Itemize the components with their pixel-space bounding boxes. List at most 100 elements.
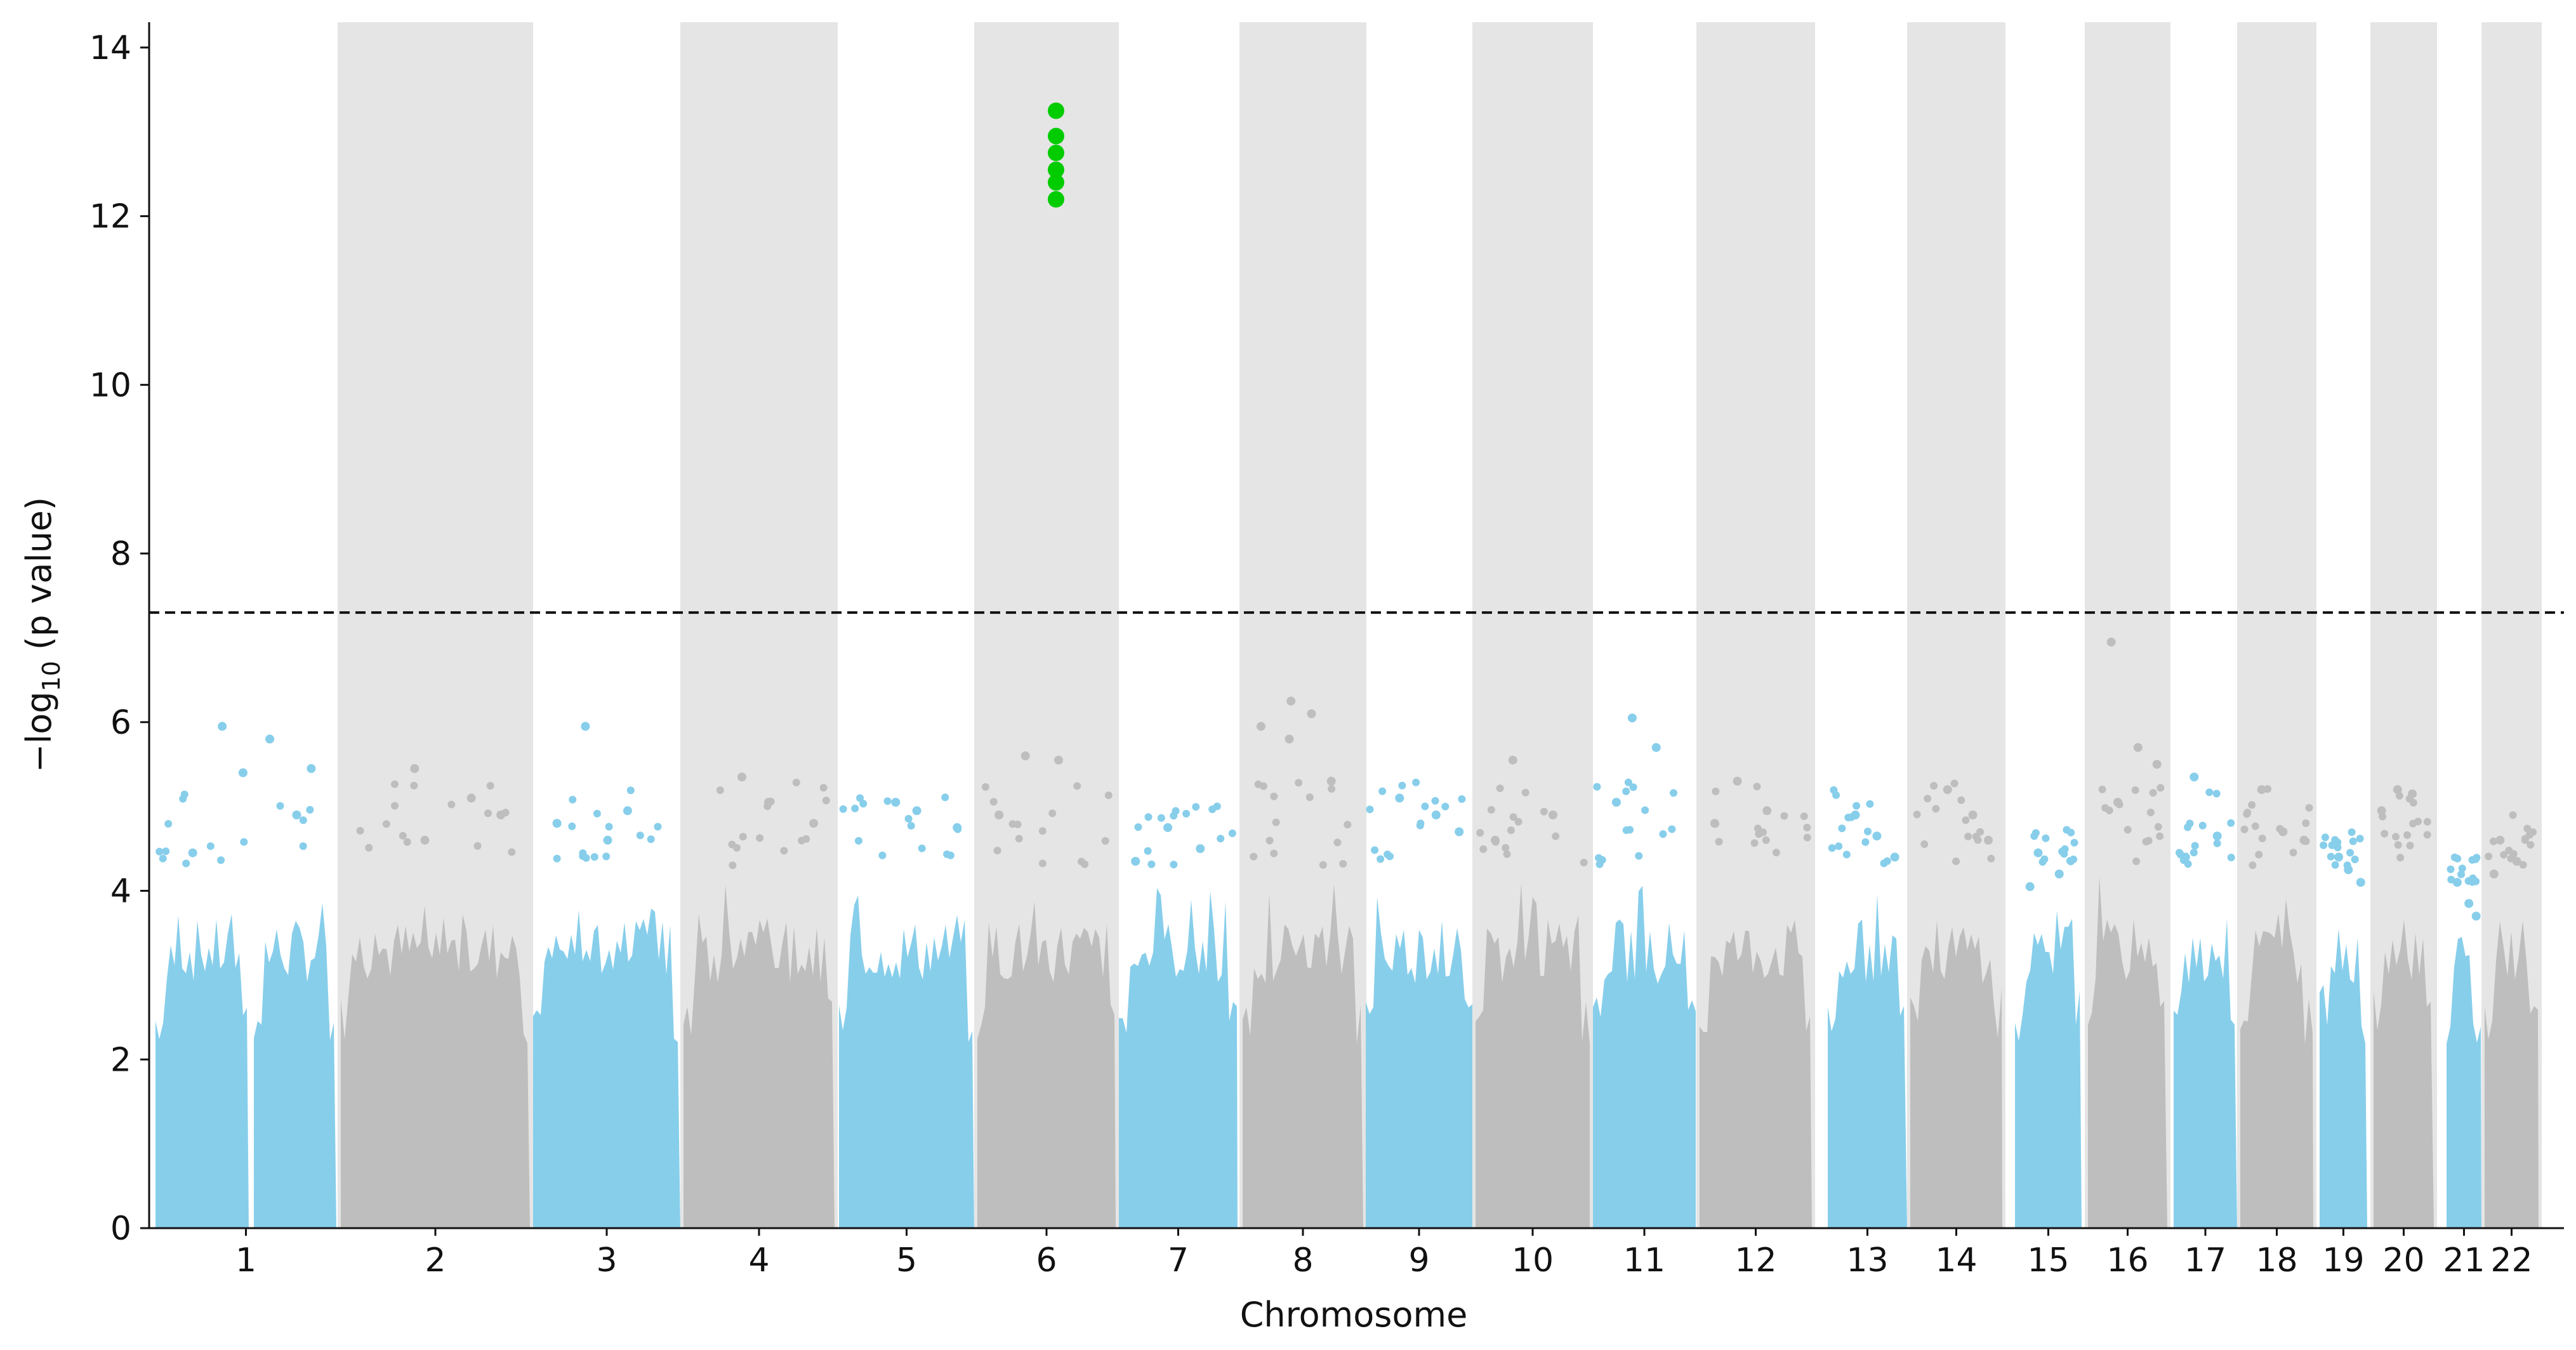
scatter-point-chr9 [1378, 787, 1387, 795]
scatter-point-chr12 [1753, 783, 1761, 791]
scatter-point-chr14 [1964, 832, 1972, 840]
scatter-point-chr4 [819, 784, 828, 792]
scatter-point-chr21 [2447, 865, 2455, 873]
scatter-point-chr5 [878, 851, 887, 859]
scatter-point-chr19 [2320, 841, 2328, 849]
scatter-point-chr14 [1962, 816, 1970, 824]
scatter-point-chr4 [729, 861, 737, 870]
outlier-point-chr1 [188, 848, 197, 857]
outlier-point-chr2 [466, 793, 476, 803]
scatter-point-chr3 [593, 809, 601, 817]
scatter-point-chr22 [2521, 835, 2529, 843]
outlier-point-chr4 [737, 772, 746, 782]
scatter-point-chr6 [1101, 837, 1109, 845]
scatter-point-chr1 [306, 805, 314, 814]
scatter-point-chr16 [2132, 857, 2141, 865]
outlier-point-chr15 [2033, 848, 2043, 857]
scatter-point-chr16 [2154, 823, 2162, 831]
scatter-point-chr14 [1932, 805, 1940, 813]
scatter-point-chr2 [391, 802, 399, 810]
outlier-point-chr11 [1611, 798, 1621, 807]
scatter-point-chr1 [179, 795, 187, 803]
scatter-point-chr17 [2227, 819, 2235, 827]
scatter-point-chr13 [1883, 857, 1891, 865]
outlier-point-chr3 [552, 819, 562, 828]
chromosome-points-18 [2240, 899, 2313, 1228]
scatter-point-chr9 [1417, 819, 1425, 828]
scatter-point-chr9 [1458, 795, 1466, 803]
scatter-point-chr19 [2356, 835, 2364, 843]
scatter-point-chr12 [1803, 823, 1811, 831]
outlier-point-chr19 [2356, 878, 2365, 887]
outlier-point-chr4 [809, 819, 819, 828]
scatter-point-chr3 [569, 795, 577, 804]
outlier-point-chr14 [1984, 835, 1993, 845]
scatter-point-chr5 [954, 825, 962, 833]
y-tick-label: 10 [89, 366, 131, 404]
scatter-point-chr14 [1930, 782, 1938, 790]
scatter-point-chr11 [1622, 826, 1630, 834]
scatter-point-chr21 [2457, 870, 2465, 878]
chromosome-points-1-part2 [254, 903, 336, 1228]
scatter-point-chr14 [1987, 854, 1995, 863]
outlier-point-chr5 [912, 806, 921, 816]
x-tick-label: 21 [2443, 1241, 2485, 1280]
scatter-point-chr22 [2489, 837, 2497, 845]
scatter-point-chr12 [1712, 820, 1720, 828]
scatter-point-chr9 [1377, 855, 1385, 863]
scatter-point-chr10 [1580, 859, 1588, 866]
chromosome-points-20 [2374, 920, 2434, 1228]
outlier-point-chr8 [1286, 696, 1296, 706]
scatter-point-chr1 [240, 838, 248, 846]
scatter-point-chr2 [501, 809, 510, 817]
scatter-point-chr9 [1421, 802, 1429, 811]
x-tick-label: 5 [896, 1241, 917, 1280]
scatter-point-chr19 [2334, 844, 2342, 852]
outlier-point-chr7 [1163, 823, 1173, 832]
scatter-point-chr2 [382, 820, 390, 828]
scatter-point-chr6 [989, 798, 998, 806]
scatter-point-chr4 [763, 802, 772, 811]
scatter-point-chr5 [859, 800, 868, 808]
significant-point [1048, 191, 1064, 208]
scatter-point-chr12 [1762, 836, 1770, 844]
scatter-point-chr22 [2509, 811, 2517, 819]
scatter-point-chr18 [2258, 835, 2266, 842]
scatter-point-chr10 [1496, 784, 1504, 792]
scatter-point-chr14 [1972, 833, 1980, 841]
scatter-point-chr10 [1514, 817, 1522, 826]
scatter-point-chr8 [1270, 792, 1278, 800]
chromosome-points-9 [1366, 897, 1472, 1228]
scatter-point-chr5 [907, 822, 915, 830]
outlier-point-chr16 [2133, 743, 2143, 752]
outlier-point-chr7 [1131, 857, 1140, 866]
scatter-point-chr3 [636, 831, 644, 840]
scatter-point-chr11 [1668, 825, 1676, 833]
scatter-point-chr2 [486, 782, 494, 790]
scatter-point-chr7 [1208, 805, 1217, 814]
scatter-point-chr16 [2142, 838, 2150, 846]
scatter-point-chr14 [1957, 796, 1965, 804]
scatter-point-chr12 [1712, 787, 1720, 795]
chromosome-points-7 [1119, 888, 1238, 1228]
scatter-point-chr9 [1371, 846, 1379, 854]
scatter-point-chr7 [1144, 813, 1153, 821]
x-tick-label: 19 [2322, 1241, 2364, 1280]
scatter-point-chr18 [2276, 824, 2284, 833]
outlier-point-chr11 [1627, 713, 1637, 723]
scatter-point-chr11 [1598, 856, 1606, 864]
chromosome-points-13 [1828, 894, 1907, 1228]
outlier-point-chr6 [1054, 755, 1063, 765]
outlier-point-chr1 [307, 764, 316, 773]
scatter-point-chr8 [1270, 849, 1278, 857]
scatter-point-chr2 [447, 800, 456, 809]
scatter-point-chr3 [553, 854, 561, 863]
scatter-point-chr19 [2331, 861, 2339, 869]
scatter-point-chr13 [1835, 842, 1843, 850]
scatter-point-chr16 [2131, 786, 2139, 794]
scatter-point-chr12 [1750, 839, 1759, 847]
scatter-point-chr12 [1800, 812, 1808, 820]
scatter-point-chr22 [2507, 854, 2515, 863]
scatter-point-chr22 [2505, 847, 2513, 854]
chromosome-points-15 [2015, 910, 2082, 1228]
